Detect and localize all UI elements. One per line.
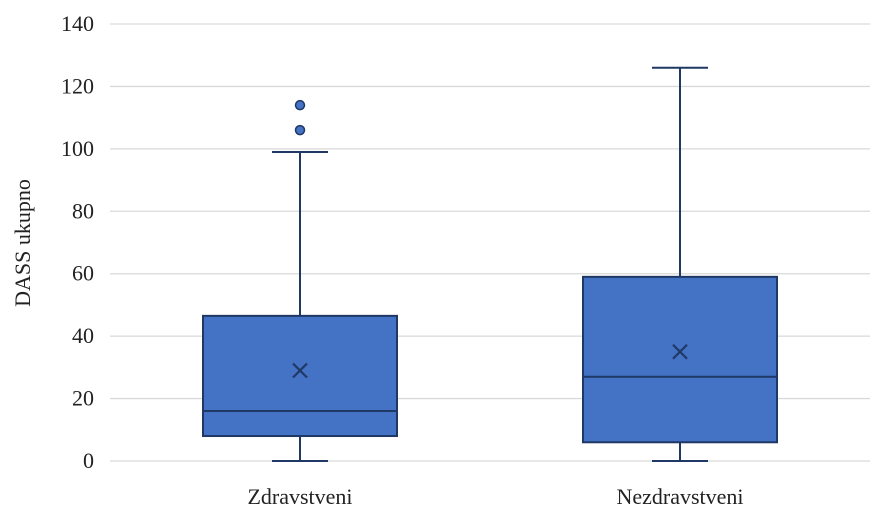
x-category-label: Zdravstveni [247,484,352,509]
y-tick-label: 0 [83,448,94,473]
iqr-box [202,314,398,438]
outlier-point [294,124,306,136]
y-tick-label: 20 [72,386,94,411]
y-tick-label: 120 [61,73,94,98]
box-1 [202,99,398,462]
y-axis-tick-labels: 0 20 40 60 80 100 120 140 [61,11,94,473]
x-category-label: Nezdravstveni [616,484,743,509]
box-2 [582,66,778,462]
y-tick-label: 100 [61,136,94,161]
iqr-box [582,275,778,444]
mean-marker [292,362,308,379]
mean-marker [672,343,688,360]
y-tick-label: 60 [72,261,94,286]
y-tick-label: 140 [61,11,94,36]
box-series [202,66,778,462]
y-tick-label: 80 [72,198,94,223]
outlier-point [294,99,306,111]
x-axis-category-labels: Zdravstveni Nezdravstveni [247,484,743,509]
y-tick-label: 40 [72,323,94,348]
y-axis-title: DASS ukupno [10,179,35,307]
